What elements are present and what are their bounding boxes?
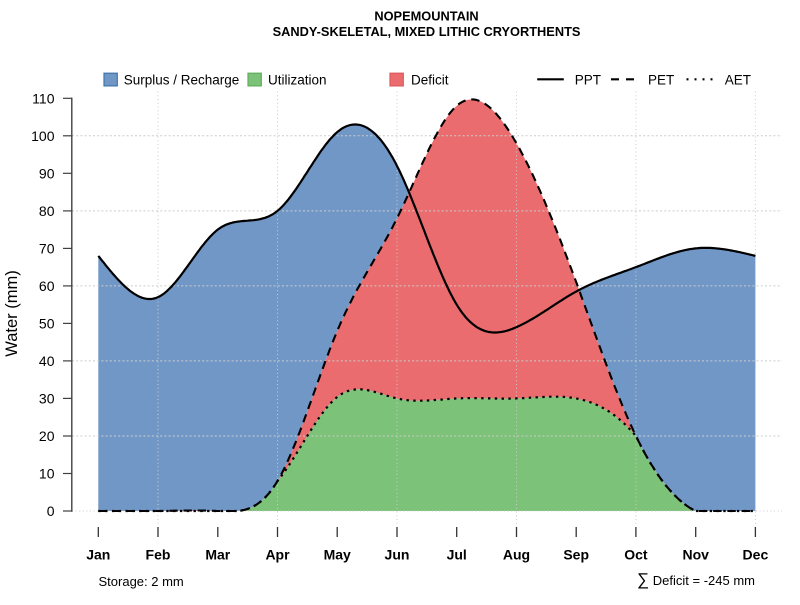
svg-text:50: 50 [39,315,55,331]
svg-text:70: 70 [39,240,55,256]
svg-text:40: 40 [39,353,55,369]
svg-text:SANDY-SKELETAL, MIXED LITHIC C: SANDY-SKELETAL, MIXED LITHIC CRYORTHENTS [273,24,581,39]
svg-text:10: 10 [39,466,55,482]
svg-text:Feb: Feb [146,547,171,563]
svg-text:Utilization: Utilization [268,72,327,87]
svg-text:Apr: Apr [265,547,290,563]
svg-text:Jun: Jun [385,547,410,563]
svg-text:90: 90 [39,165,55,181]
svg-text:110: 110 [32,90,55,106]
svg-text:Dec: Dec [743,547,769,563]
svg-text:NOPEMOUNTAIN: NOPEMOUNTAIN [374,9,478,24]
svg-text:∑ Deficit = -245 mm: ∑ Deficit = -245 mm [637,570,755,589]
svg-text:Surplus / Recharge: Surplus / Recharge [124,72,240,87]
svg-text:100: 100 [31,128,55,144]
svg-text:PPT: PPT [575,72,601,87]
svg-text:20: 20 [39,428,55,444]
svg-text:PET: PET [648,72,674,87]
svg-text:Nov: Nov [682,547,709,563]
svg-text:Water (mm): Water (mm) [3,270,21,356]
svg-text:Aug: Aug [503,547,530,563]
svg-text:60: 60 [39,278,55,294]
svg-text:Jul: Jul [447,547,467,563]
svg-text:Oct: Oct [624,547,648,563]
svg-text:30: 30 [39,390,55,406]
svg-text:AET: AET [725,72,751,87]
svg-text:May: May [324,547,351,563]
svg-text:Storage: 2 mm: Storage: 2 mm [99,574,184,589]
svg-text:Jan: Jan [86,547,110,563]
svg-text:0: 0 [47,503,55,519]
svg-text:Sep: Sep [563,547,589,563]
svg-text:80: 80 [39,203,55,219]
svg-text:Mar: Mar [205,547,230,563]
svg-text:Deficit: Deficit [411,72,449,87]
